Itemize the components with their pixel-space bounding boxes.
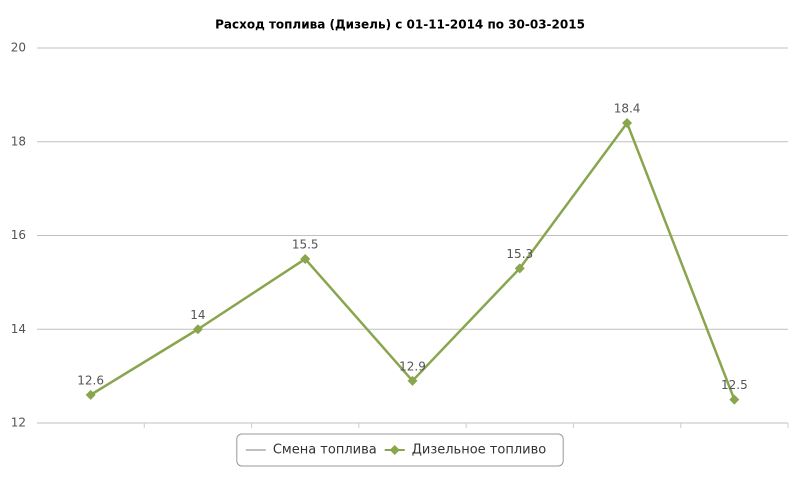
- data-label: 15.3: [506, 247, 533, 261]
- y-tick-label: 12: [11, 416, 26, 430]
- y-tick-label: 14: [11, 322, 26, 336]
- chart-title: Расход топлива (Дизель) с 01-11-2014 по …: [215, 18, 585, 32]
- series-line: [89, 121, 736, 401]
- legend-label: Дизельное топливо: [412, 443, 547, 458]
- data-label: 15.5: [292, 237, 319, 251]
- data-point: [192, 324, 203, 335]
- legend-marker: [389, 445, 400, 455]
- data-point: [85, 389, 96, 400]
- data-point: [622, 118, 633, 128]
- data-label: 12.9: [399, 359, 426, 373]
- data-label: 14: [190, 308, 205, 322]
- data-point: [729, 394, 740, 405]
- data-label: 18.4: [614, 102, 641, 116]
- data-label: 12.5: [721, 378, 748, 392]
- y-tick-label: 16: [11, 228, 26, 242]
- data-point: [514, 263, 525, 274]
- data-label: 12.6: [77, 373, 104, 387]
- legend-label: Смена топлива: [273, 443, 377, 458]
- data-point: [407, 375, 418, 386]
- y-tick-label: 18: [11, 134, 26, 148]
- data-point: [300, 253, 311, 264]
- y-tick-label: 20: [11, 41, 26, 55]
